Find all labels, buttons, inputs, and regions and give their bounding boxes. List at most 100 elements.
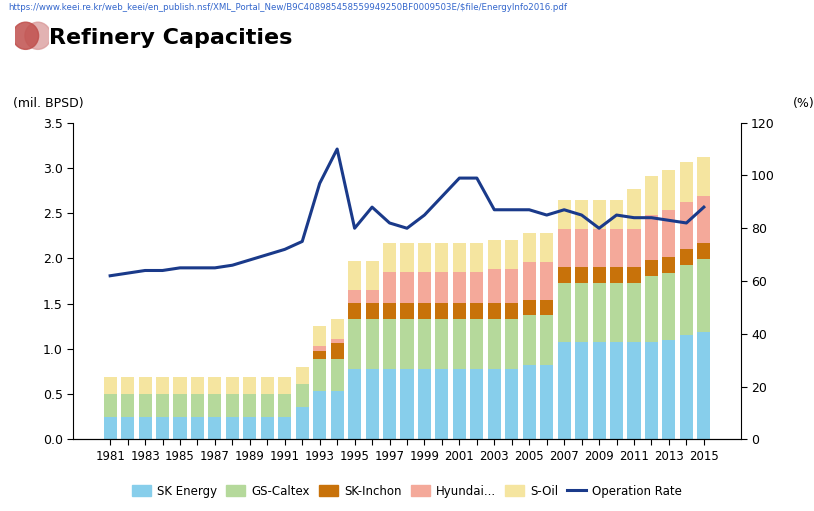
Bar: [418, 319, 431, 369]
Bar: [523, 315, 536, 365]
Bar: [645, 176, 658, 216]
Bar: [523, 299, 536, 315]
Bar: [628, 189, 641, 229]
Bar: [680, 265, 693, 335]
Text: https://www.keei.re.kr/web_keei/en_publish.nsf/XML_Portal_New/B9C408985458559949: https://www.keei.re.kr/web_keei/en_publi…: [8, 3, 567, 12]
Bar: [435, 319, 449, 369]
Bar: [208, 417, 221, 439]
Bar: [243, 417, 256, 439]
Bar: [610, 200, 623, 229]
Bar: [243, 394, 256, 417]
Bar: [523, 365, 536, 439]
Bar: [173, 377, 186, 394]
Bar: [680, 202, 693, 249]
Bar: [121, 377, 134, 394]
Bar: [260, 394, 274, 417]
Bar: [383, 303, 396, 319]
Bar: [313, 390, 326, 439]
Bar: [313, 327, 326, 346]
Bar: [400, 243, 414, 271]
Bar: [645, 260, 658, 275]
Bar: [103, 377, 116, 394]
Bar: [348, 369, 361, 439]
Bar: [698, 196, 711, 243]
Bar: [488, 240, 501, 269]
Bar: [628, 283, 641, 342]
Bar: [663, 210, 676, 257]
Bar: [260, 417, 274, 439]
Bar: [295, 384, 309, 407]
Bar: [540, 315, 554, 365]
Bar: [365, 290, 379, 303]
Bar: [400, 303, 414, 319]
Bar: [575, 267, 589, 283]
Bar: [540, 233, 554, 262]
Text: (%): (%): [792, 97, 814, 110]
Bar: [558, 283, 571, 342]
Bar: [628, 267, 641, 283]
Bar: [575, 200, 589, 229]
Bar: [698, 243, 711, 259]
Bar: [470, 369, 484, 439]
Bar: [330, 359, 344, 390]
Bar: [663, 273, 676, 340]
Bar: [365, 319, 379, 369]
Bar: [575, 342, 589, 439]
Bar: [505, 303, 519, 319]
Bar: [208, 394, 221, 417]
Bar: [173, 417, 186, 439]
Text: (mil. BPSD): (mil. BPSD): [13, 97, 84, 110]
Bar: [313, 351, 326, 359]
Bar: [121, 394, 134, 417]
Bar: [470, 271, 484, 303]
Bar: [680, 335, 693, 439]
Bar: [191, 377, 204, 394]
Bar: [663, 340, 676, 439]
Bar: [418, 243, 431, 271]
Bar: [610, 229, 623, 267]
Circle shape: [12, 22, 38, 50]
Circle shape: [25, 22, 51, 50]
Bar: [330, 390, 344, 439]
Bar: [225, 417, 239, 439]
Bar: [138, 394, 151, 417]
Bar: [103, 417, 116, 439]
Bar: [680, 249, 693, 265]
Bar: [628, 229, 641, 267]
Bar: [383, 369, 396, 439]
Bar: [593, 342, 606, 439]
Bar: [156, 394, 169, 417]
Bar: [348, 319, 361, 369]
Bar: [225, 377, 239, 394]
Bar: [453, 319, 466, 369]
Bar: [488, 269, 501, 303]
Bar: [225, 394, 239, 417]
Bar: [558, 229, 571, 267]
Bar: [278, 394, 291, 417]
Bar: [540, 365, 554, 439]
Bar: [243, 377, 256, 394]
Bar: [505, 319, 519, 369]
Bar: [435, 303, 449, 319]
Bar: [156, 417, 169, 439]
Legend: SK Energy, GS-Caltex, SK-Inchon, Hyundai..., S-Oil, Operation Rate: SK Energy, GS-Caltex, SK-Inchon, Hyundai…: [127, 480, 687, 502]
Bar: [488, 303, 501, 319]
Bar: [453, 243, 466, 271]
Bar: [453, 271, 466, 303]
Bar: [698, 259, 711, 332]
Bar: [400, 271, 414, 303]
Bar: [313, 359, 326, 390]
Text: Refinery Capacities: Refinery Capacities: [49, 28, 292, 49]
Bar: [435, 243, 449, 271]
Bar: [505, 369, 519, 439]
Bar: [418, 271, 431, 303]
Bar: [138, 377, 151, 394]
Bar: [645, 216, 658, 260]
Bar: [610, 267, 623, 283]
Bar: [540, 299, 554, 315]
Bar: [470, 303, 484, 319]
Bar: [121, 417, 134, 439]
Bar: [593, 283, 606, 342]
Bar: [575, 283, 589, 342]
Bar: [138, 417, 151, 439]
